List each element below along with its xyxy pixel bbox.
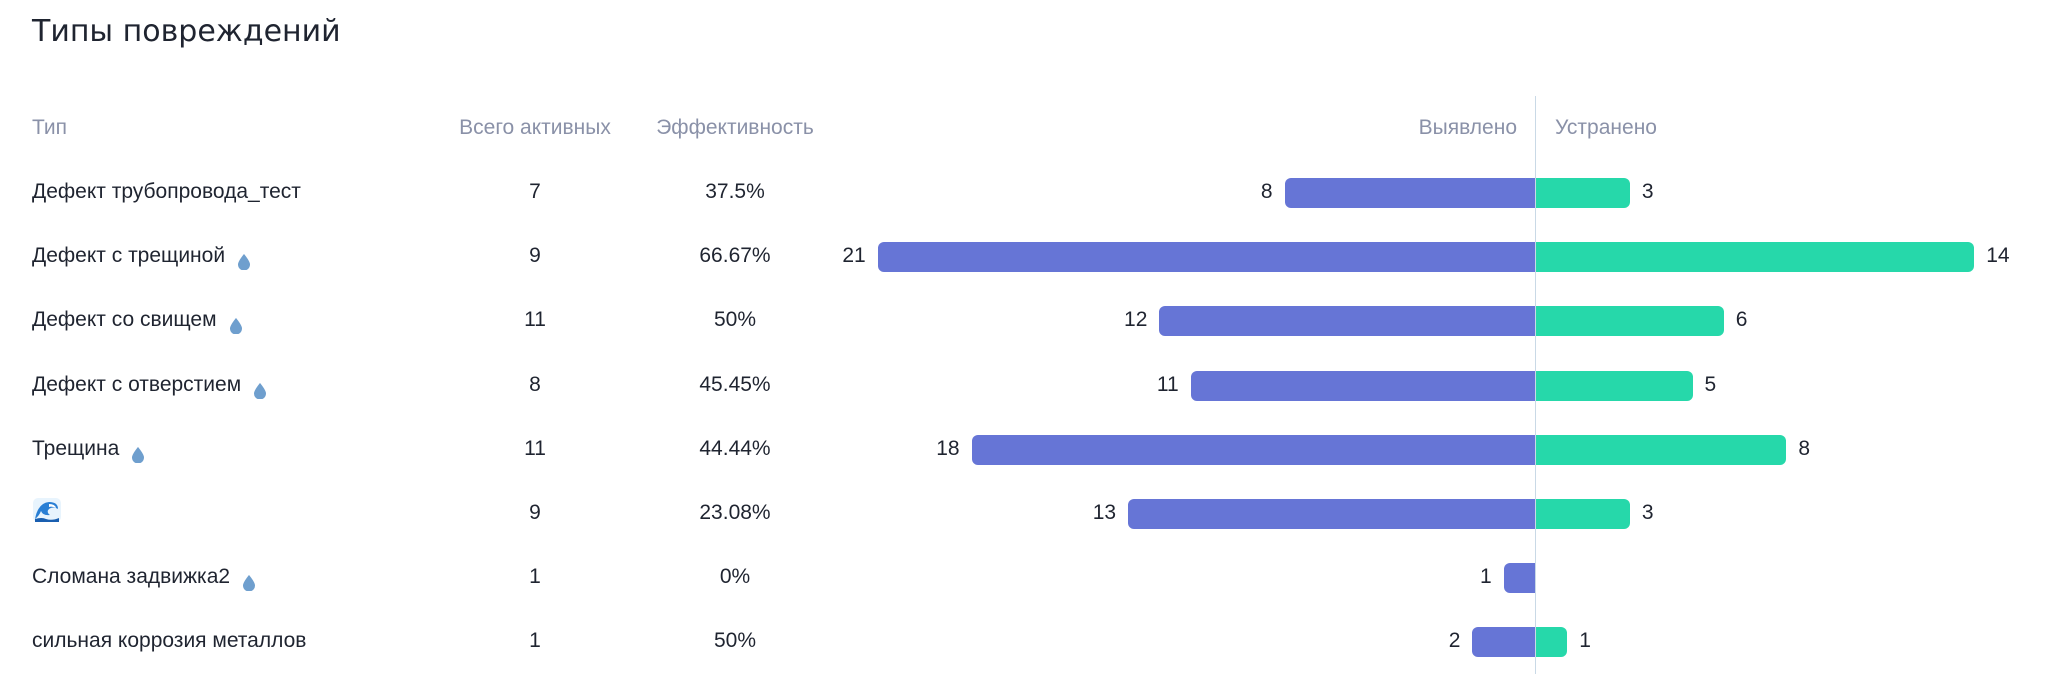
active-count: 8	[529, 372, 541, 396]
fixed-value-label: 8	[1798, 436, 1811, 460]
fixed-value-label: 5	[1704, 372, 1717, 396]
detected-value-label: 18	[936, 436, 960, 460]
fixed-value-label: 14	[1986, 244, 2010, 268]
column-header-efficiency[interactable]: Эффективность	[656, 116, 814, 139]
damage-type-cell: Трещина	[32, 433, 145, 465]
active-count: 7	[529, 180, 541, 203]
detected-value-label: 8	[1260, 180, 1273, 203]
efficiency-value: 50%	[713, 629, 757, 653]
damage-type-label: Трещина	[32, 436, 120, 460]
water-drop-icon	[229, 312, 243, 335]
fixed-bar[interactable]	[1536, 370, 1693, 401]
damage-type-label: Дефект с трещиной	[32, 244, 226, 268]
detected-value-label: 12	[1124, 308, 1148, 332]
damage-type-cell: Дефект трубопровода_тест	[32, 176, 301, 208]
fixed-bar[interactable]	[1536, 306, 1724, 337]
detected-bar[interactable]	[1190, 370, 1535, 401]
damage-type-label: Дефект с отверстием	[32, 372, 242, 396]
detected-bar[interactable]	[1503, 563, 1535, 594]
fixed-value-label: 3	[1641, 501, 1654, 524]
detected-bar[interactable]	[971, 434, 1535, 465]
detected-value-label: 11	[1156, 372, 1179, 396]
damage-type-cell: сильная коррозия металлов	[32, 625, 306, 657]
table-row: Трещина 11 44.44% 18 8	[0, 417, 2064, 481]
damage-type-cell: Дефект с отверстием	[32, 369, 267, 401]
table-row: 9 23.08% 13 3	[0, 481, 2064, 545]
active-count: 1	[529, 565, 541, 589]
water-drop-icon	[131, 441, 145, 464]
detected-bar[interactable]	[877, 242, 1535, 273]
detected-value-label: 2	[1448, 629, 1461, 653]
efficiency-value: 23.08%	[699, 501, 771, 524]
fixed-bar[interactable]	[1536, 178, 1630, 208]
active-count: 1	[529, 629, 541, 653]
detected-value-label: 21	[842, 244, 866, 268]
efficiency-value: 0%	[719, 565, 751, 589]
damage-type-cell	[32, 497, 62, 523]
damage-type-label: Сломана задвижка2	[32, 565, 231, 589]
active-count: 9	[529, 244, 541, 268]
fixed-bar[interactable]	[1536, 242, 1975, 273]
active-count: 11	[524, 308, 546, 332]
column-header-fixed: Устранено	[1555, 116, 1657, 139]
table-row: сильная коррозия металлов 1 50% 2 1	[0, 609, 2064, 673]
detected-bar[interactable]	[1284, 178, 1535, 208]
efficiency-value: 50%	[713, 308, 757, 332]
fixed-bar[interactable]	[1536, 434, 1787, 465]
column-header-type[interactable]: Тип	[32, 116, 68, 139]
widget-title: Типы повреждений	[32, 14, 341, 49]
damage-type-cell: Сломана задвижка2	[32, 561, 256, 593]
column-header-active[interactable]: Всего активных	[459, 116, 611, 139]
detected-value-label: 1	[1480, 565, 1492, 589]
efficiency-value: 37.5%	[705, 180, 765, 203]
water-drop-icon	[237, 248, 251, 271]
fixed-bar[interactable]	[1536, 627, 1568, 658]
fixed-value-label: 6	[1735, 308, 1748, 332]
column-header-detected: Выявлено	[1418, 116, 1517, 139]
detected-bar[interactable]	[1128, 499, 1535, 529]
chart-center-axis	[1535, 96, 1536, 674]
water-drop-icon	[253, 377, 267, 400]
detected-value-label: 13	[1092, 501, 1117, 524]
fixed-value-label: 3	[1641, 180, 1654, 203]
water-wave-icon	[32, 497, 62, 523]
efficiency-value: 44.44%	[699, 436, 771, 460]
detected-bar[interactable]	[1472, 627, 1535, 658]
fixed-bar[interactable]	[1536, 499, 1630, 529]
efficiency-value: 45.45%	[699, 372, 771, 396]
damage-type-cell: Дефект с трещиной	[32, 240, 251, 272]
active-count: 9	[529, 501, 541, 524]
detected-bar[interactable]	[1159, 306, 1535, 337]
damage-type-label: сильная коррозия металлов	[32, 629, 307, 653]
damage-type-label: Дефект со свищем	[32, 308, 217, 332]
table-row: Дефект с трещиной 9 66.67% 21 14	[0, 224, 2064, 288]
active-count: 11	[524, 436, 546, 460]
table-row: Дефект трубопровода_тест 7 37.5% 8 3	[0, 160, 2064, 224]
table-row: Сломана задвижка2 1 0% 1	[0, 545, 2064, 609]
table-row: Дефект со свищем 11 50% 12 6	[0, 288, 2064, 352]
table-row: Дефект с отверстием 8 45.45% 11 5	[0, 353, 2064, 417]
efficiency-value: 66.67%	[699, 244, 771, 268]
water-drop-icon	[242, 569, 256, 592]
fixed-value-label: 1	[1579, 629, 1591, 653]
damage-type-label: Дефект трубопровода_тест	[32, 180, 301, 203]
damage-type-cell: Дефект со свищем	[32, 304, 243, 336]
